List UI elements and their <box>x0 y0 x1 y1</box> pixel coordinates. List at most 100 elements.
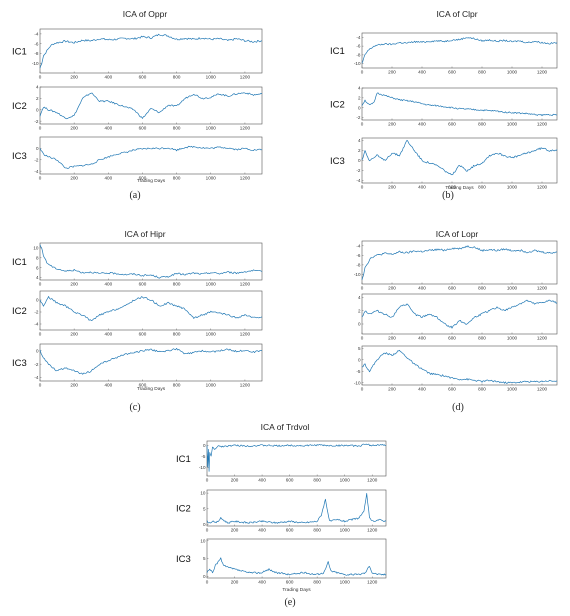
series-line-1 <box>206 443 387 472</box>
x-tick-label: 0 <box>39 383 42 388</box>
x-tick-label: 400 <box>258 478 266 483</box>
series-line-3 <box>361 349 558 384</box>
axes-frame <box>39 242 263 281</box>
x-tick-label: 1000 <box>507 286 518 291</box>
y-tick-label: -8 <box>356 262 361 267</box>
x-tick-label: 400 <box>418 286 426 291</box>
x-tick-label: 0 <box>39 282 42 287</box>
y-tick-label: 5 <box>203 556 206 561</box>
component-label: IC1 <box>176 454 191 465</box>
x-tick-label: 200 <box>388 70 396 75</box>
x-tick-label: 1200 <box>240 126 251 131</box>
x-tick-label: 800 <box>478 185 486 190</box>
y-tick-label: 10 <box>200 538 206 543</box>
x-tick-label: 0 <box>206 580 209 585</box>
x-tick-label: 600 <box>286 580 294 585</box>
y-tick-label: -2 <box>356 115 361 120</box>
subfigure-d: ICA of Lopr-4-6-8-100 200 400 600 800 1000 120… <box>354 229 558 413</box>
axes-frame <box>206 538 387 579</box>
y-tick-label: 4 <box>358 295 361 300</box>
series-line-1 <box>39 244 263 279</box>
axes-frame <box>361 240 558 285</box>
x-tick-label: 800 <box>313 478 321 483</box>
x-tick-label: 1200 <box>367 478 378 483</box>
x-tick-label: 0 <box>361 387 364 392</box>
y-tick-label: 0 <box>203 574 206 579</box>
x-tick-label: 200 <box>70 332 78 337</box>
y-tick-label: -6 <box>356 44 361 49</box>
y-tick-label: 0 <box>36 348 39 353</box>
x-tick-label: 0 <box>39 126 42 131</box>
panel-3: 50-5-100 200 400 600 800 1000 1200 <box>354 345 558 392</box>
x-tick-label: 0 <box>39 75 42 80</box>
component-label: IC3 <box>12 358 27 369</box>
x-tick-label: 800 <box>478 122 486 127</box>
x-tick-label: 1200 <box>537 286 548 291</box>
x-tick-label: 1200 <box>537 387 548 392</box>
x-tick-label: 1200 <box>240 75 251 80</box>
x-tick-label: 800 <box>478 336 486 341</box>
subfigure-caption: (e) <box>284 597 295 608</box>
y-tick-label: -6 <box>34 41 39 46</box>
axes-frame <box>361 293 558 335</box>
series-line-3 <box>361 139 558 176</box>
x-tick-label: 800 <box>478 70 486 75</box>
y-tick-label: 0 <box>203 522 206 527</box>
series-line-2 <box>206 493 387 524</box>
panel-1: IC1 0 -5 -10 0 200 400 600 800 1000 1200 <box>176 440 387 483</box>
series-line-1 <box>361 37 558 64</box>
y-tick-label: 5 <box>358 346 361 351</box>
y-tick-label: -2 <box>356 168 361 173</box>
x-tick-label: 0 <box>361 70 364 75</box>
chart-title: ICA of Oppr <box>123 9 168 19</box>
y-tick-label: -4 <box>356 178 361 183</box>
x-tick-label: 200 <box>70 176 78 181</box>
x-tick-label: 1000 <box>507 70 518 75</box>
x-tick-label: 200 <box>70 383 78 388</box>
x-tick-label: 0 <box>361 122 364 127</box>
subfigure-caption: (b) <box>442 190 454 201</box>
axes-frame <box>361 32 558 69</box>
y-tick-label: -2 <box>34 310 39 315</box>
component-label: IC3 <box>12 151 27 162</box>
subfigure-caption: (c) <box>129 402 140 413</box>
x-tick-label: 1200 <box>240 383 251 388</box>
component-label: IC1 <box>330 46 345 57</box>
x-tick-label: 400 <box>258 580 266 585</box>
y-tick-label: -10 <box>354 380 361 385</box>
x-tick-label: 200 <box>388 286 396 291</box>
x-tick-label: 1000 <box>340 580 351 585</box>
x-tick-label: 400 <box>104 383 112 388</box>
y-tick-label: -2 <box>34 119 39 124</box>
y-tick-label: 0 <box>36 107 39 112</box>
chart-title: ICA of Lopr <box>436 229 479 239</box>
y-tick-label: -2 <box>34 362 39 367</box>
axes-frame <box>206 440 387 477</box>
axes-frame <box>39 86 263 125</box>
series-line-1 <box>39 33 263 69</box>
series-line-1 <box>361 245 557 280</box>
x-tick-label: 200 <box>70 75 78 80</box>
panel-1: IC1 10 8 6 40 200 400 600 800 1000 1200 <box>12 242 263 287</box>
y-tick-label: 10 <box>33 246 39 251</box>
x-tick-label: 1200 <box>367 528 378 533</box>
x-tick-label: 600 <box>448 286 456 291</box>
x-tick-label: 800 <box>313 580 321 585</box>
y-tick-label: 0 <box>358 322 361 327</box>
component-label: IC2 <box>330 100 345 111</box>
axes-frame <box>206 489 387 527</box>
y-tick-label: -8 <box>34 51 39 56</box>
x-tick-label: 1000 <box>507 387 518 392</box>
x-tick-label: 800 <box>478 387 486 392</box>
y-tick-label: -8 <box>356 52 361 57</box>
x-tick-label: 600 <box>448 387 456 392</box>
x-tick-label: 200 <box>231 528 239 533</box>
x-axis-label: Trading Days <box>137 178 166 184</box>
